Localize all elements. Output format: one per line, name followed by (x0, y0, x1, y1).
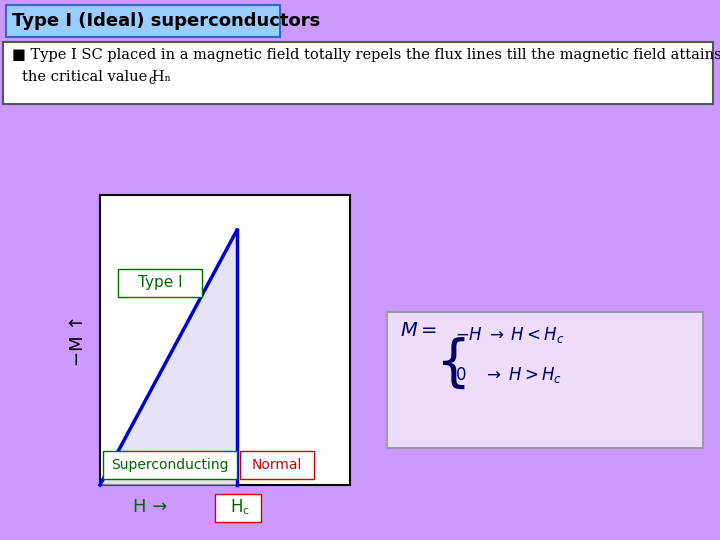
FancyBboxPatch shape (118, 269, 202, 297)
Text: $0\;\;\;\;\rightarrow\;H>H_c$: $0\;\;\;\;\rightarrow\;H>H_c$ (455, 365, 562, 385)
FancyBboxPatch shape (6, 5, 280, 37)
Text: ■ Type I SC placed in a magnetic field totally repels the flux lines till the ma: ■ Type I SC placed in a magnetic field t… (12, 48, 720, 62)
FancyBboxPatch shape (3, 42, 713, 104)
Text: H: H (230, 498, 243, 516)
Text: Type I (Ideal) superconductors: Type I (Ideal) superconductors (12, 12, 320, 30)
Text: the critical value Hₙ: the critical value Hₙ (22, 70, 171, 84)
Text: Superconducting: Superconducting (112, 458, 229, 472)
FancyBboxPatch shape (103, 451, 237, 479)
Text: c: c (148, 75, 155, 87)
FancyBboxPatch shape (215, 494, 261, 522)
FancyBboxPatch shape (387, 312, 703, 448)
Text: Normal: Normal (252, 458, 302, 472)
Text: H →: H → (132, 498, 167, 516)
Text: c: c (242, 506, 248, 516)
Polygon shape (100, 230, 237, 485)
Text: $\{$: $\{$ (435, 335, 465, 391)
Text: $M=$: $M=$ (400, 321, 437, 340)
Text: Type I: Type I (138, 275, 182, 291)
Text: −M ↑: −M ↑ (69, 314, 87, 366)
FancyBboxPatch shape (100, 195, 350, 485)
Text: $-H\;\rightarrow\;H<H_c$: $-H\;\rightarrow\;H<H_c$ (455, 325, 564, 345)
FancyBboxPatch shape (240, 451, 314, 479)
